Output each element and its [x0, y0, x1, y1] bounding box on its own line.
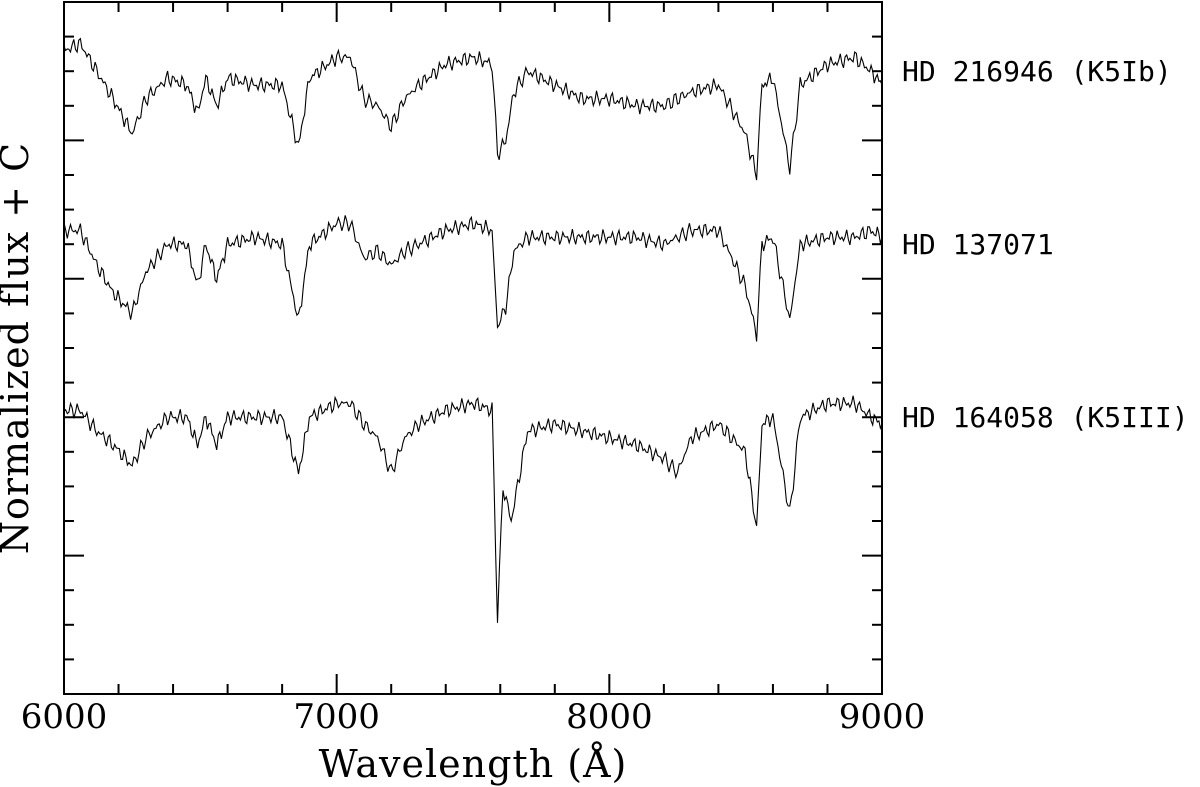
- series-lines: [63, 37, 883, 623]
- plot-frame: [63, 1, 883, 695]
- x-tick-label: 8000: [566, 697, 653, 737]
- x-tick-label: 9000: [839, 697, 926, 737]
- series-labels: HD 216946 (K5Ib) HD 137071 HD 164058 (K5II…: [902, 55, 1189, 434]
- spectrum-line: [63, 37, 883, 181]
- series-label: HD 137071: [902, 228, 1054, 261]
- series-label: HD 164058 (K5III): [902, 401, 1189, 434]
- x-tick-label: 7000: [293, 697, 380, 737]
- spectrum-line: [63, 395, 883, 623]
- y-axis-title: Normalized flux + C: [0, 142, 37, 554]
- axis-ticks: [63, 1, 883, 695]
- x-axis-title: Wavelength (Å): [319, 742, 628, 786]
- x-tick-labels: 6000 7000 8000 9000: [21, 697, 926, 737]
- series-label: HD 216946 (K5Ib): [902, 55, 1172, 88]
- x-tick-label: 6000: [21, 697, 108, 737]
- spectrum-line: [63, 215, 883, 342]
